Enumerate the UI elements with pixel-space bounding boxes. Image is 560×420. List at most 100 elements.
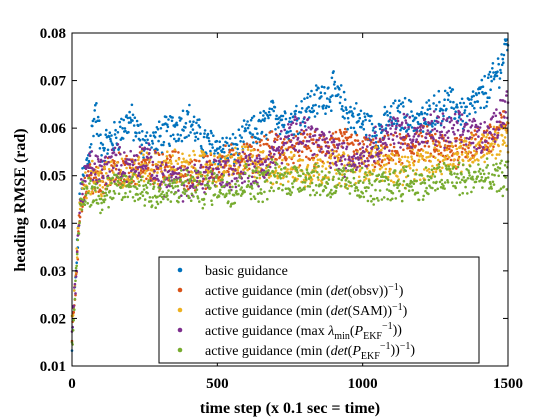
data-point xyxy=(481,186,484,189)
data-point xyxy=(387,124,390,127)
data-point xyxy=(317,176,320,179)
data-point xyxy=(482,146,485,149)
data-point xyxy=(434,189,437,192)
data-point xyxy=(191,123,194,126)
data-point xyxy=(301,150,304,153)
data-point xyxy=(443,98,446,101)
data-point xyxy=(197,183,200,186)
data-point xyxy=(194,167,197,170)
data-point xyxy=(105,188,108,191)
data-point xyxy=(182,181,185,184)
data-point xyxy=(429,160,432,163)
data-point xyxy=(393,184,396,187)
data-point xyxy=(199,132,202,135)
data-point xyxy=(443,162,446,165)
data-point xyxy=(478,170,481,173)
data-point xyxy=(167,161,170,164)
data-point xyxy=(428,179,431,182)
data-point xyxy=(436,130,439,133)
data-point xyxy=(359,117,362,120)
data-point xyxy=(282,149,285,152)
data-point xyxy=(503,116,506,119)
data-point xyxy=(164,169,167,172)
data-point xyxy=(452,127,455,130)
data-point xyxy=(206,174,209,177)
data-point xyxy=(171,182,174,185)
data-point xyxy=(457,152,460,155)
data-point xyxy=(447,181,450,184)
data-point xyxy=(275,134,278,137)
data-point xyxy=(313,167,316,170)
data-point xyxy=(420,129,423,132)
data-point xyxy=(113,151,116,154)
data-point xyxy=(222,193,225,196)
data-point xyxy=(501,171,504,174)
data-point xyxy=(445,140,448,143)
data-point xyxy=(240,186,243,189)
data-point xyxy=(294,113,297,116)
data-point xyxy=(345,179,348,182)
data-point xyxy=(496,121,499,124)
data-point xyxy=(327,182,330,185)
data-point xyxy=(102,186,105,189)
data-point xyxy=(275,169,278,172)
data-point xyxy=(303,97,306,100)
data-point xyxy=(471,124,474,127)
data-point xyxy=(498,121,501,124)
data-point xyxy=(137,174,140,177)
data-point xyxy=(472,142,475,145)
data-point xyxy=(103,160,106,163)
data-point xyxy=(146,192,149,195)
data-point xyxy=(270,181,273,184)
data-point xyxy=(399,170,402,173)
data-point xyxy=(262,114,265,117)
data-point xyxy=(504,164,507,167)
data-point xyxy=(234,137,237,140)
data-point xyxy=(361,192,364,195)
data-point xyxy=(426,125,429,128)
data-point xyxy=(335,164,338,167)
data-point xyxy=(375,179,378,182)
data-point xyxy=(330,109,333,112)
data-point xyxy=(402,193,405,196)
data-point xyxy=(181,140,184,143)
data-point xyxy=(394,99,397,102)
data-point xyxy=(449,101,452,104)
data-point xyxy=(309,95,312,98)
data-point xyxy=(389,112,392,115)
data-point xyxy=(359,165,362,168)
data-point xyxy=(114,147,117,150)
data-point xyxy=(263,143,266,146)
data-point xyxy=(172,187,175,190)
data-point xyxy=(210,152,213,155)
data-point xyxy=(499,112,502,115)
data-point xyxy=(355,168,358,171)
data-point xyxy=(454,144,457,147)
data-point xyxy=(319,194,322,197)
data-point xyxy=(210,199,213,202)
data-point xyxy=(470,98,473,101)
data-point xyxy=(468,171,471,174)
data-point xyxy=(452,101,455,104)
data-point xyxy=(461,147,464,150)
data-point xyxy=(99,212,102,215)
data-point xyxy=(438,149,441,152)
data-point xyxy=(438,116,441,119)
data-point xyxy=(473,150,476,153)
data-point xyxy=(442,118,445,121)
data-point xyxy=(338,143,341,146)
data-point xyxy=(404,126,407,129)
data-point xyxy=(435,181,438,184)
data-point xyxy=(129,167,132,170)
data-point xyxy=(395,163,398,166)
data-point xyxy=(410,155,413,158)
data-point xyxy=(99,133,102,136)
data-point xyxy=(195,191,198,194)
data-point xyxy=(323,177,326,180)
data-point xyxy=(446,117,449,120)
data-point xyxy=(402,149,405,152)
y-tick-label: 0.01 xyxy=(40,359,66,375)
data-point xyxy=(427,108,430,111)
data-point xyxy=(286,168,289,171)
data-point xyxy=(312,104,315,107)
